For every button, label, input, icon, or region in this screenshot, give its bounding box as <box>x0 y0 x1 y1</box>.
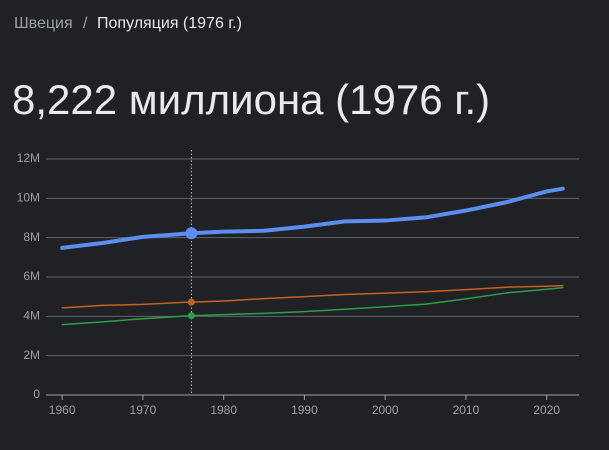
y-tick-label: 10M <box>17 191 40 205</box>
series-line <box>61 284 564 309</box>
y-tick-label: 0 <box>33 387 40 401</box>
y-tick-label: 8M <box>23 230 40 244</box>
series-line <box>61 286 564 326</box>
highlight-dot <box>187 312 195 320</box>
x-tick-label: 1960 <box>49 403 76 417</box>
x-tick-label: 2010 <box>453 403 480 417</box>
y-tick-label: 12M <box>17 151 40 165</box>
y-tick-label: 6M <box>23 269 40 283</box>
highlight-dot <box>185 227 198 240</box>
x-tick-label: 1970 <box>130 403 157 417</box>
x-tick-label: 2000 <box>372 403 399 417</box>
chart: 0 2M 4M 6M 8M 10M 12M 1960 1970 1980 1990 2000 2010 2… <box>17 150 579 417</box>
x-tick-label: 2020 <box>533 403 560 417</box>
headline: 8,222 миллиона (1976 г.) <box>12 76 490 123</box>
x-tick-label: 1990 <box>291 403 318 417</box>
series-line <box>60 186 565 250</box>
highlight-dot <box>187 298 195 306</box>
breadcrumb-separator: / <box>83 15 88 32</box>
breadcrumb-current: Популяция (1976 г.) <box>97 15 242 32</box>
y-tick-label: 2M <box>23 348 40 362</box>
breadcrumb-parent[interactable]: Швеция <box>14 15 73 32</box>
y-tick-label: 4M <box>23 309 40 323</box>
x-tick-label: 1980 <box>210 403 237 417</box>
